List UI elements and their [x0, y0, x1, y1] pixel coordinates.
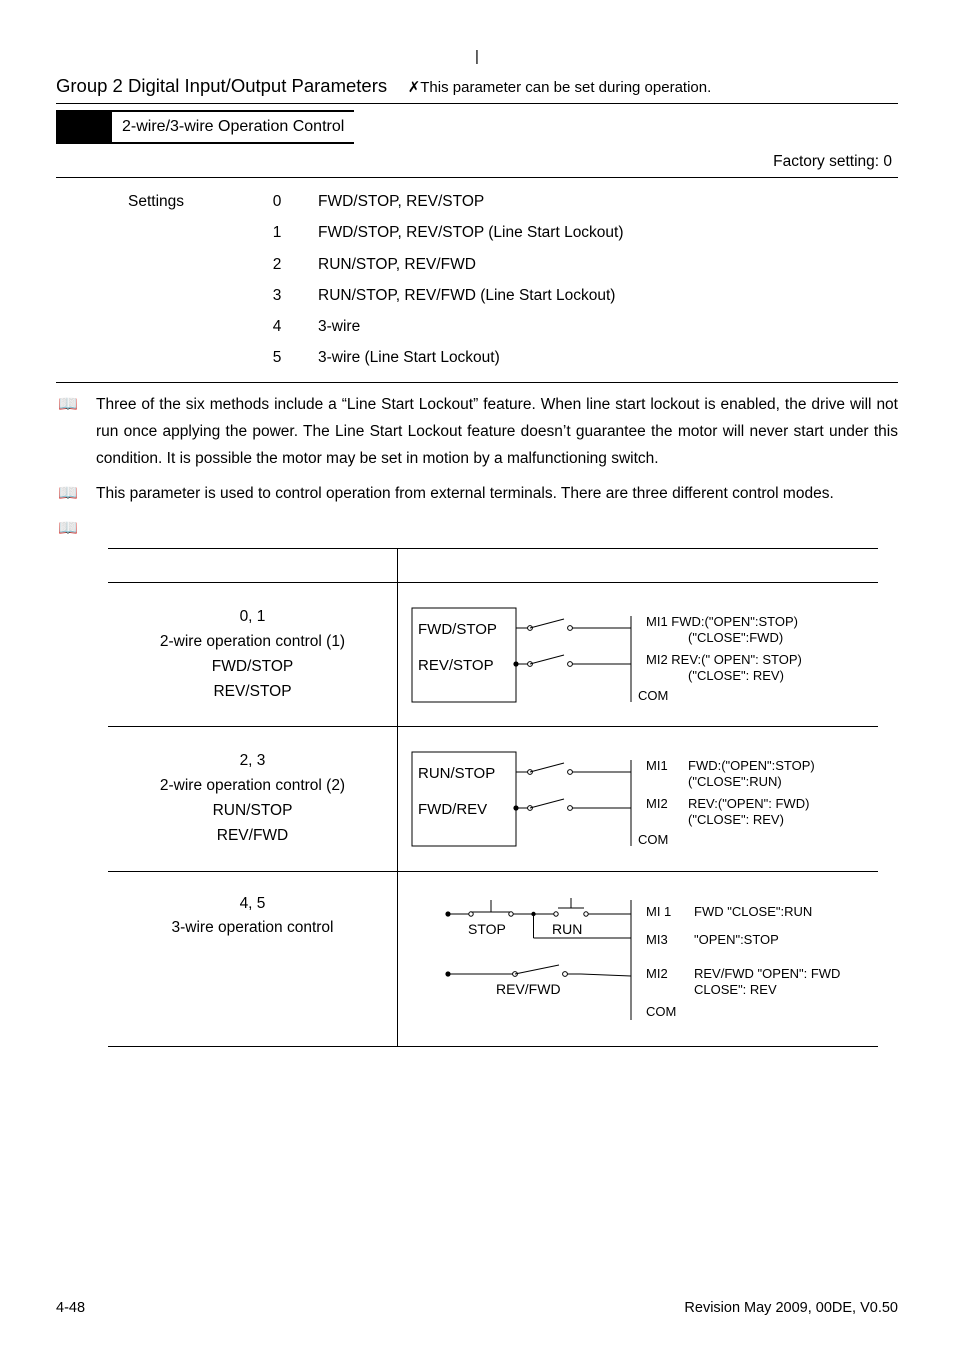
svg-text:MI2 REV:(" OPEN": STOP): MI2 REV:(" OPEN": STOP)	[646, 652, 802, 667]
svg-text:COM: COM	[638, 832, 668, 847]
svg-text:COM: COM	[646, 1004, 676, 1019]
svg-text:REV:("OPEN": FWD): REV:("OPEN": FWD)	[688, 796, 809, 811]
table-row: 4 3-wire	[128, 311, 898, 342]
svg-text:COM: COM	[638, 688, 668, 703]
svg-text:MI 1: MI 1	[646, 904, 671, 919]
wire-left-cell: 0, 1 2-wire operation control (1) FWD/ST…	[108, 583, 398, 727]
param-title-bar: 2-wire/3-wire Operation Control	[56, 110, 898, 144]
param-black-box	[56, 110, 112, 144]
note-text: Three of the six methods include a “Line…	[96, 391, 898, 472]
svg-text:FWD:("OPEN":STOP): FWD:("OPEN":STOP)	[688, 758, 815, 773]
footer-left: 4-48	[56, 1298, 85, 1320]
setting-text: RUN/STOP, REV/FWD	[318, 249, 898, 280]
wire-r2-l1: 2, 3	[240, 752, 266, 769]
wire-left-cell: 2, 3 2-wire operation control (2) RUN/ST…	[108, 727, 398, 871]
page-footer: 4-48 Revision May 2009, 00DE, V0.50	[56, 1298, 898, 1320]
svg-text:RUN: RUN	[552, 921, 582, 937]
wire-left-cell: 4, 5 3-wire operation control	[108, 871, 398, 1046]
note-row: 📖 Three of the six methods include a “Li…	[56, 391, 898, 472]
svg-text:REV/FWD: REV/FWD	[496, 981, 561, 997]
note-text: This parameter is used to control operat…	[96, 480, 898, 507]
svg-text:MI1: MI1	[646, 758, 668, 773]
factory-setting: Factory setting: 0	[56, 150, 898, 173]
settings-table: Settings 0 FWD/STOP, REV/STOP 1 FWD/STOP…	[128, 186, 898, 374]
svg-text:("CLOSE": REV): ("CLOSE": REV)	[688, 668, 784, 683]
setting-text: 3-wire	[318, 311, 898, 342]
wire-r3-l2: 3-wire operation control	[172, 919, 334, 936]
svg-text:STOP: STOP	[468, 921, 506, 937]
wire-r3-l1: 4, 5	[240, 895, 266, 912]
table-row: 5 3-wire (Line Start Lockout)	[128, 342, 898, 373]
svg-text:REV/STOP: REV/STOP	[418, 657, 494, 674]
setting-text: RUN/STOP, REV/FWD (Line Start Lockout)	[318, 280, 898, 311]
wiring-diagram-3: STOP RUN REV/FWD MI 1 FWD "CLOSE":RUN MI3 "OPE…	[406, 884, 870, 1034]
wire-right-cell: RUN/STOPFWD/REVMI1FWD:("OPEN":STOP)("CLO…	[398, 727, 879, 871]
book-icon: 📖	[56, 391, 96, 418]
settings-label: Settings	[128, 186, 248, 217]
table-row: Settings 0 FWD/STOP, REV/STOP	[128, 186, 898, 217]
table-row: 2, 3 2-wire operation control (2) RUN/ST…	[108, 727, 878, 871]
divider	[56, 177, 898, 178]
header-cell-empty	[398, 549, 879, 583]
svg-text:("CLOSE": REV): ("CLOSE": REV)	[688, 812, 784, 827]
group-title-note: This parameter can be set during operati…	[420, 79, 711, 96]
svg-text:FWD/REV: FWD/REV	[418, 801, 487, 818]
wire-r1-l3: FWD/STOP	[212, 658, 294, 675]
wiring-table-wrapper: 0, 1 2-wire operation control (1) FWD/ST…	[108, 548, 898, 1046]
setting-text: FWD/STOP, REV/STOP (Line Start Lockout)	[318, 217, 898, 248]
setting-num: 4	[248, 311, 318, 342]
svg-text:MI2: MI2	[646, 796, 668, 811]
wiring-table: 0, 1 2-wire operation control (1) FWD/ST…	[108, 548, 878, 1046]
note-row: 📖	[56, 515, 898, 542]
group-title: Group 2 Digital Input/Output Parameters	[56, 75, 387, 96]
table-row	[108, 549, 878, 583]
setting-num: 2	[248, 249, 318, 280]
table-row: 4, 5 3-wire operation control STOP RUN REV…	[108, 871, 878, 1046]
svg-text:REV/FWD "OPEN": FWD: REV/FWD "OPEN": FWD	[694, 966, 840, 981]
wire-r2-l3: RUN/STOP	[213, 802, 293, 819]
note-prefix-glyph: ✗	[408, 79, 421, 96]
table-row: 3 RUN/STOP, REV/FWD (Line Start Lockout)	[128, 280, 898, 311]
group-heading: Group 2 Digital Input/Output Parameters …	[56, 72, 898, 104]
svg-text:"OPEN":STOP: "OPEN":STOP	[694, 932, 779, 947]
wire-right-cell: STOP RUN REV/FWD MI 1 FWD "CLOSE":RUN MI3 "OPE…	[398, 871, 879, 1046]
svg-text:FWD/STOP: FWD/STOP	[418, 621, 497, 638]
divider	[56, 382, 898, 383]
setting-num: 5	[248, 342, 318, 373]
wire-right-cell: FWD/STOPREV/STOPMI1 FWD:("OPEN":STOP)("C…	[398, 583, 879, 727]
table-row: 0, 1 2-wire operation control (1) FWD/ST…	[108, 583, 878, 727]
header-cell-empty	[108, 549, 398, 583]
book-icon: 📖	[56, 480, 96, 507]
cursor-glyph: |	[56, 46, 898, 66]
svg-text:("CLOSE":FWD): ("CLOSE":FWD)	[688, 630, 783, 645]
svg-text:("CLOSE":RUN): ("CLOSE":RUN)	[688, 774, 782, 789]
setting-text: 3-wire (Line Start Lockout)	[318, 342, 898, 373]
wire-r2-l2: 2-wire operation control (2)	[160, 777, 345, 794]
note-row: 📖 This parameter is used to control oper…	[56, 480, 898, 507]
svg-text:MI3: MI3	[646, 932, 668, 947]
wire-r1-l4: REV/STOP	[213, 683, 291, 700]
setting-num: 1	[248, 217, 318, 248]
setting-num: 3	[248, 280, 318, 311]
svg-text:FWD "CLOSE":RUN: FWD "CLOSE":RUN	[694, 904, 812, 919]
svg-text:MI2: MI2	[646, 966, 668, 981]
setting-text: FWD/STOP, REV/STOP	[318, 186, 898, 217]
svg-text:CLOSE": REV: CLOSE": REV	[694, 982, 777, 997]
wiring-diagram-1: FWD/STOPREV/STOPMI1 FWD:("OPEN":STOP)("C…	[406, 596, 870, 714]
svg-text:RUN/STOP: RUN/STOP	[418, 765, 495, 782]
table-row: 2 RUN/STOP, REV/FWD	[128, 249, 898, 280]
setting-num: 0	[248, 186, 318, 217]
svg-text:MI1 FWD:("OPEN":STOP): MI1 FWD:("OPEN":STOP)	[646, 614, 798, 629]
param-title: 2-wire/3-wire Operation Control	[112, 110, 354, 144]
table-row: 1 FWD/STOP, REV/STOP (Line Start Lockout…	[128, 217, 898, 248]
book-icon: 📖	[56, 515, 96, 542]
wire-r1-l1: 0, 1	[240, 608, 266, 625]
wire-r1-l2: 2-wire operation control (1)	[160, 633, 345, 650]
wiring-diagram-2: RUN/STOPFWD/REVMI1FWD:("OPEN":STOP)("CLO…	[406, 740, 870, 858]
wire-r2-l4: REV/FWD	[217, 827, 288, 844]
footer-right: Revision May 2009, 00DE, V0.50	[684, 1298, 898, 1320]
